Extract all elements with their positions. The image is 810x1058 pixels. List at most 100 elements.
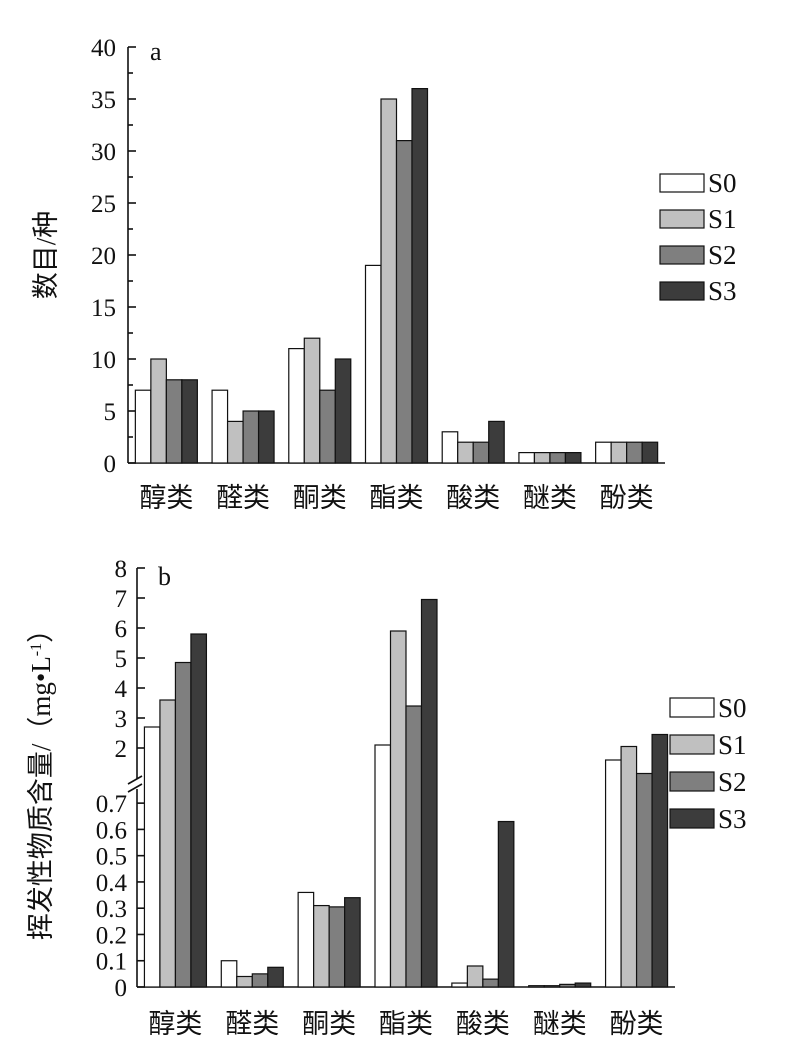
panel-a-category-label: 酯类	[370, 483, 424, 513]
panel-a-bar-s1-1	[226, 420, 244, 464]
panel-b-bar-s3-3	[420, 598, 438, 988]
panel-a-y-tick-label: 35	[91, 87, 116, 114]
panel-a-legend-swatch-s2	[659, 245, 705, 265]
panel-b-bar-s3-1	[267, 966, 284, 988]
panel-b-y-tick-label: 3	[115, 706, 128, 733]
panel-a-y-tick-label: 0	[104, 451, 117, 478]
panel-a-legend-swatch-s3	[659, 281, 705, 301]
panel-b-y-tick-label: 0.7	[96, 791, 127, 818]
panel-a-y-tick-label: 15	[91, 295, 116, 322]
panel-b-bar-s1-1	[236, 975, 253, 988]
panel-a-y-tick-label: 5	[104, 399, 117, 426]
panel-b-y-axis-label: 挥发性物质含量/（mg•L-1）	[26, 616, 56, 940]
panel-b-bar-s1-6	[620, 745, 638, 988]
panel-b-bar-s3-4	[497, 820, 515, 988]
panel-b-bar-s2-4	[482, 978, 499, 988]
panel-a-bar-s1-5	[533, 452, 551, 464]
panel-b-bar-s1-2	[313, 904, 330, 988]
panel-b-legend: S0 S1 S2 S3	[669, 693, 747, 834]
panel-b-legend-swatch-s0	[669, 697, 715, 718]
panel-a-bar-s3-5	[564, 452, 582, 464]
panel-b-legend-swatch-s3	[669, 808, 715, 829]
panel-a-bar-s0-2	[288, 348, 305, 464]
panel-a-axes: 0 5 10 15 20 25 30 35 40	[91, 35, 665, 478]
panel-a-label: a	[150, 37, 162, 66]
panel-a-legend-label: S1	[708, 204, 737, 234]
panel-b-axis-break-mark	[127, 775, 143, 785]
panel-b-legend-label: S2	[718, 767, 747, 797]
panel-b-category-label: 酸类	[456, 1009, 510, 1039]
panel-b-y-tick-label: 0.3	[96, 896, 127, 923]
panel-b-category-label: 酚类	[610, 1009, 664, 1039]
panel-a-category-label: 酚类	[600, 483, 654, 513]
panel-a-y-tick-label: 25	[91, 191, 116, 218]
panel-b-bar-s0-2	[297, 891, 315, 988]
panel-a-y-tick-label: 10	[91, 347, 116, 374]
panel-a-category-label: 醚类	[523, 483, 577, 513]
panel-b-y-tick-label: 0.1	[96, 949, 127, 976]
panel-a-bars	[134, 87, 659, 464]
panel-b-legend-label: S0	[718, 693, 747, 723]
panel-a-bar-s2-1	[242, 410, 260, 464]
panel-b-legend-label: S1	[718, 730, 747, 760]
panel-a-bar-s3-2	[334, 358, 352, 464]
panel-b-bar-s0-1	[220, 960, 238, 988]
panel-b-bar-s2-2	[328, 906, 346, 988]
panel-b-category-labels: 醇类 醛类 酮类 酯类 酸类 醚类 酚类	[148, 1009, 663, 1039]
panel-b-y-axis-label-main: 挥发性物质含量/（mg•L	[26, 656, 56, 940]
panel-a-bar-s2-2	[319, 389, 336, 464]
panel-b-y-tick-label: 0	[115, 975, 128, 1002]
panel-b-bar-s0-4	[451, 982, 468, 988]
panel-b-y-tick-label: 6	[115, 616, 128, 643]
panel-b-bar-s0-5	[528, 985, 545, 988]
panel-b-y-tick-label: 0.4	[96, 870, 128, 897]
panel-b-bar-s1-3	[389, 630, 407, 988]
panel-a-bar-s3-4	[488, 420, 505, 464]
panel-b-bar-s3-5	[574, 982, 592, 988]
panel-a-bar-s0-1	[211, 389, 229, 464]
panel-b-bar-s2-0	[174, 661, 192, 988]
panel-a-chart: a 数目/种 0 5 10 15 20 25 30 35 40 醇类 醛类 酮类 酯类 酸类 醚类 酚类 S…	[31, 35, 737, 513]
panel-a-legend: S0 S1 S2 S3	[659, 168, 737, 306]
panel-b-bar-s0-3	[374, 744, 392, 988]
panel-a-legend-swatch-s1	[659, 209, 705, 229]
panel-b-y-tick-label: 4	[115, 676, 128, 703]
panel-b-y-axis-label-close: ）	[26, 616, 56, 643]
panel-a-category-label: 酸类	[446, 483, 500, 513]
panel-a-y-tick-label: 20	[91, 243, 116, 270]
panel-a-bar-s2-0	[165, 379, 183, 464]
panel-b-category-label: 醇类	[148, 1009, 202, 1039]
panel-b-bar-s2-5	[559, 983, 576, 988]
panel-a-bar-s3-0	[181, 379, 198, 464]
panel-a-bar-s2-4	[472, 441, 490, 464]
panel-b-y-axis-label-sup: -1	[28, 643, 45, 656]
panel-a-y-tick-label: 40	[91, 35, 116, 62]
panel-b-y-tick-label: 0.2	[96, 922, 127, 949]
panel-a-bar-s1-6	[610, 441, 628, 464]
panel-a-bar-s0-5	[518, 452, 536, 464]
panel-a-bar-s2-5	[549, 452, 567, 464]
panel-a-bar-s2-3	[395, 140, 413, 464]
panel-b-legend-swatch-s1	[669, 734, 715, 755]
panel-b-bar-s1-0	[159, 699, 177, 988]
panel-b-label: b	[158, 562, 171, 591]
panel-a-bar-s1-4	[457, 441, 474, 464]
panel-b-category-label: 醛类	[225, 1009, 279, 1039]
panel-a-bar-s0-0	[134, 389, 152, 464]
panel-a-category-label: 酮类	[293, 483, 347, 513]
panel-b-bar-s0-6	[604, 759, 622, 988]
panel-b-legend-swatch-s2	[669, 771, 715, 792]
panel-a-y-axis-label: 数目/种	[31, 211, 61, 300]
panel-a-bar-s0-6	[595, 441, 612, 464]
panel-b-category-label: 酮类	[302, 1009, 356, 1039]
panel-b-bars	[143, 598, 669, 988]
panel-a-bar-s1-2	[303, 337, 321, 464]
panel-a-bar-s3-3	[411, 87, 429, 464]
panel-b-y-tick-label: 5	[115, 646, 128, 673]
panel-b-bar-s2-3	[405, 705, 423, 988]
panel-b-chart: b 挥发性物质含量/（mg•L-1） 00.10.20.30.40.50.60.…	[26, 556, 747, 1039]
panel-a-legend-label: S0	[708, 168, 737, 198]
panel-a-category-labels: 醇类 醛类 酮类 酯类 酸类 醚类 酚类	[139, 483, 653, 513]
panel-b-axis-break-mark	[127, 783, 143, 793]
